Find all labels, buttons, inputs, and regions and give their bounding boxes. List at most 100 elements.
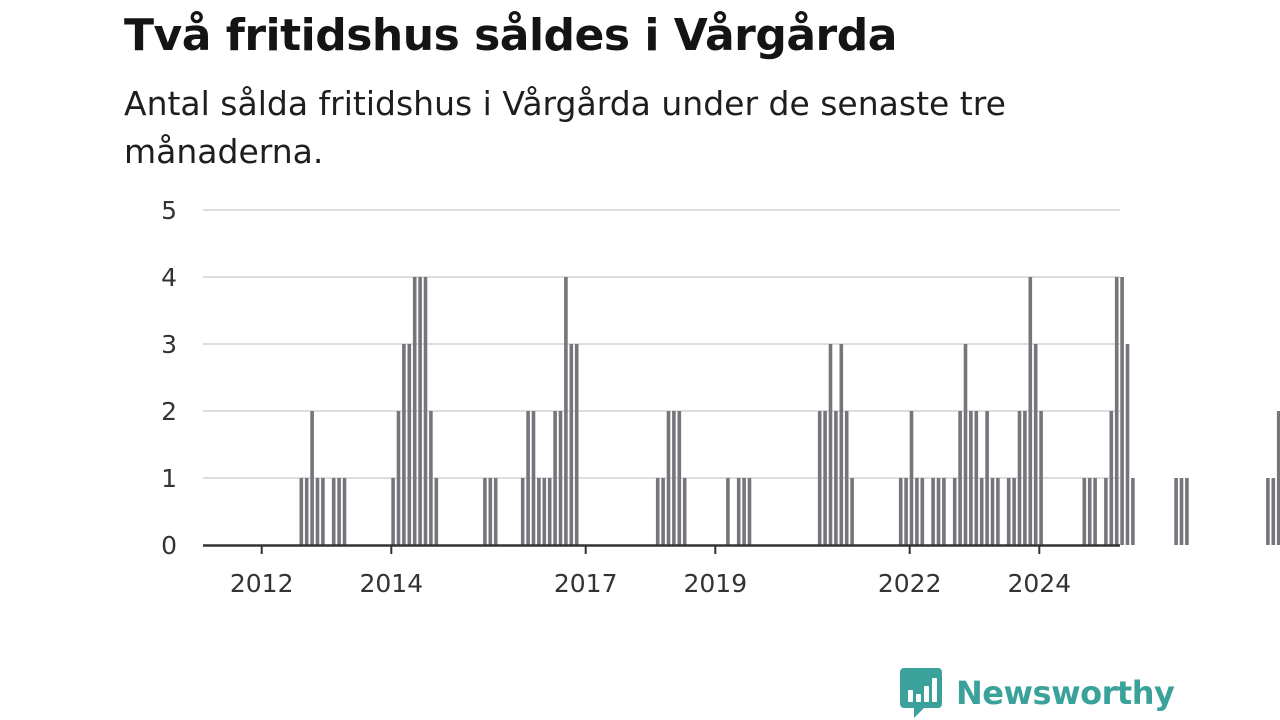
bar — [418, 277, 422, 545]
bar — [1028, 277, 1033, 545]
bar — [342, 478, 347, 545]
bar — [666, 411, 671, 545]
bar — [952, 478, 957, 545]
y-tick-label-2: 2 — [161, 397, 177, 426]
bar — [1174, 478, 1178, 545]
bar — [1104, 478, 1108, 545]
bar — [742, 478, 746, 545]
bar — [850, 478, 854, 545]
bar — [569, 344, 574, 545]
bar — [823, 411, 827, 545]
bar — [1082, 478, 1087, 545]
bar — [915, 478, 919, 545]
bar — [1276, 411, 1280, 545]
bar — [682, 478, 687, 545]
bar — [1266, 478, 1270, 545]
y-tick-label-0: 0 — [161, 531, 177, 560]
bar — [321, 478, 325, 545]
x-tick-label-2019: 2019 — [683, 569, 747, 598]
bar — [412, 277, 417, 545]
bar — [1017, 411, 1022, 545]
bar — [904, 478, 908, 545]
bar — [402, 344, 406, 545]
bar — [553, 411, 557, 545]
bar — [1006, 478, 1011, 545]
bar — [920, 478, 925, 545]
bar — [488, 478, 493, 545]
newsworthy-logo: Newsworthy — [900, 668, 1175, 718]
bar — [1012, 478, 1016, 545]
bar — [310, 411, 314, 545]
bar — [315, 478, 320, 545]
gridlines — [203, 209, 1120, 479]
y-tick-label-3: 3 — [161, 330, 177, 359]
bar — [537, 478, 541, 545]
bar — [299, 478, 304, 545]
bar — [828, 344, 833, 545]
bar — [817, 411, 822, 545]
bar — [1093, 478, 1097, 545]
bar — [834, 411, 838, 545]
bar — [304, 478, 309, 545]
x-tick-label-2022: 2022 — [878, 569, 942, 598]
bar — [423, 277, 428, 545]
bar — [985, 411, 989, 545]
x-tick-label-2012: 2012 — [230, 569, 294, 598]
bar — [1131, 478, 1135, 545]
bar — [1023, 411, 1027, 545]
bar — [564, 277, 568, 545]
bar — [655, 478, 660, 545]
bar-chart: 0 1 2 3 4 5 2012 2014 2017 2019 2022 2024 2 — [161, 196, 1280, 598]
bar — [1125, 344, 1130, 545]
bar — [531, 411, 536, 545]
bar — [558, 411, 563, 545]
bar — [407, 344, 412, 545]
bar — [1185, 478, 1189, 545]
chart-subtitle: Antal sålda fritidshus i Vårgårda under … — [124, 84, 1006, 171]
bar — [672, 411, 676, 545]
y-axis-labels: 0 1 2 3 4 5 — [161, 196, 177, 560]
y-tick-label-1: 1 — [161, 464, 177, 493]
bar — [434, 478, 439, 545]
bar — [331, 478, 336, 545]
bar — [1039, 411, 1043, 545]
bar — [931, 478, 935, 545]
bar — [839, 344, 844, 545]
bar — [677, 411, 682, 545]
bar — [396, 411, 401, 545]
bar — [337, 478, 341, 545]
bar — [542, 478, 547, 545]
bar — [1087, 478, 1092, 545]
bar — [974, 411, 979, 545]
bar — [526, 411, 530, 545]
bar — [747, 478, 752, 545]
bar — [996, 478, 1000, 545]
bar — [1120, 277, 1124, 545]
bar — [736, 478, 741, 545]
y-tick-label-5: 5 — [161, 196, 177, 225]
bar — [969, 411, 973, 545]
bar — [936, 478, 941, 545]
bars — [299, 277, 1280, 545]
bar — [909, 411, 914, 545]
newsworthy-chart-bubble-icon — [900, 668, 942, 718]
bar — [1033, 344, 1038, 545]
x-tick-label-2014: 2014 — [359, 569, 423, 598]
bar — [1179, 478, 1184, 545]
bar — [483, 478, 487, 545]
y-tick-label-4: 4 — [161, 263, 177, 292]
bar — [942, 478, 946, 545]
bar — [1114, 277, 1119, 545]
bar — [958, 411, 962, 545]
newsworthy-wordmark: Newsworthy — [956, 674, 1175, 712]
chart-title: Två fritidshus såldes i Vårgårda — [124, 10, 897, 61]
bar — [844, 411, 849, 545]
bar — [661, 478, 665, 545]
bar — [429, 411, 433, 545]
bar — [1271, 478, 1276, 545]
x-axis-ticks: 2012 2014 2017 2019 2022 2024 — [230, 545, 1071, 598]
x-tick-label-2024: 2024 — [1007, 569, 1071, 598]
bar — [979, 478, 984, 545]
bar — [391, 478, 395, 545]
bar — [726, 478, 730, 545]
